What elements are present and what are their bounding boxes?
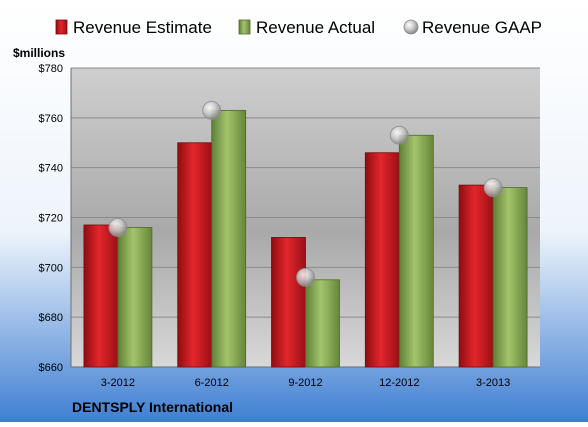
gaap-markers xyxy=(108,100,503,287)
bar-revenue-actual xyxy=(492,187,528,368)
legend: Revenue Estimate Revenue Actual Revenue GA… xyxy=(55,18,542,37)
x-axis-ticks: 3-2012 6-2012 9-2012 12-2012 3-2013 xyxy=(101,377,510,389)
bars xyxy=(83,109,528,368)
legend-label: Revenue GAAP xyxy=(422,18,542,37)
y-tick-label: $760 xyxy=(39,113,63,125)
bar-revenue-actual xyxy=(211,109,247,368)
y-tick-label: $780 xyxy=(39,63,63,75)
bar-revenue-estimate xyxy=(83,224,119,368)
x-tick-label: 3-2012 xyxy=(101,377,135,389)
bar-revenue-estimate xyxy=(271,237,306,368)
y-tick-label: $680 xyxy=(39,312,63,324)
legend-label: Revenue Actual xyxy=(256,18,375,37)
bar-revenue-estimate xyxy=(177,142,213,368)
bar-revenue-actual xyxy=(305,279,340,368)
y-axis-unit-label: $millions xyxy=(13,46,65,60)
marker-revenue-gaap xyxy=(108,218,128,237)
x-tick-label: 3-2013 xyxy=(476,377,510,389)
legend-swatch xyxy=(403,19,419,35)
x-tick-label: 9-2012 xyxy=(288,377,322,389)
legend-swatch xyxy=(238,19,251,35)
y-tick-label: $740 xyxy=(39,163,63,175)
y-tick-label: $720 xyxy=(39,213,63,225)
bar-revenue-estimate xyxy=(364,152,400,368)
legend-label: Revenue Estimate xyxy=(73,18,212,37)
y-tick-label: $700 xyxy=(39,262,63,274)
x-tick-label: 12-2012 xyxy=(379,377,419,389)
marker-revenue-gaap xyxy=(296,267,315,287)
bar-revenue-actual xyxy=(398,134,434,368)
company-label: DENTSPLY International xyxy=(72,399,233,415)
bar-revenue-estimate xyxy=(458,184,494,368)
marker-revenue-gaap xyxy=(202,100,222,120)
y-tick-label: $660 xyxy=(39,362,63,374)
marker-revenue-gaap xyxy=(389,125,409,145)
x-tick-label: 6-2012 xyxy=(195,377,229,389)
y-axis-ticks: $660 $680 $700 $720 $740 $760 $780 xyxy=(39,63,63,374)
legend-swatch xyxy=(55,19,68,35)
marker-revenue-gaap xyxy=(483,178,503,198)
bar-revenue-actual xyxy=(117,227,153,368)
